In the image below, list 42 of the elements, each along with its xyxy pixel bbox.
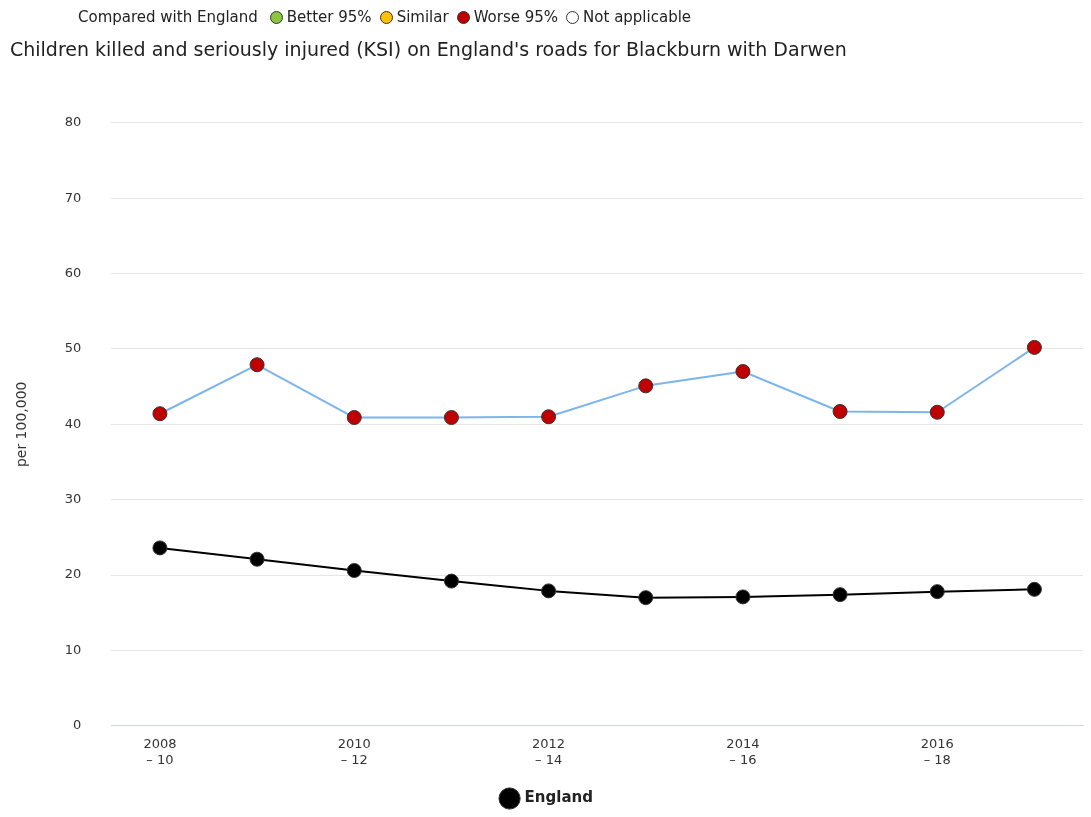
y-tick-label: 50 <box>64 340 82 356</box>
x-tick-label: 2008 – 10 <box>143 735 177 767</box>
point <box>541 409 557 425</box>
point <box>1026 339 1042 355</box>
x-tick-label: 2014 – 16 <box>726 735 760 767</box>
point <box>443 410 459 426</box>
y-tick-label: 20 <box>64 566 82 582</box>
y-tick-label: 0 <box>73 717 82 733</box>
y-tick-label: 30 <box>64 491 82 507</box>
text: Similar <box>396 8 449 26</box>
x-tick-label: 2012 – 14 <box>532 735 566 767</box>
point <box>152 540 168 556</box>
point <box>249 357 265 373</box>
point <box>929 584 945 600</box>
point <box>638 590 654 606</box>
point <box>832 403 848 419</box>
legend-label: England <box>524 788 593 807</box>
y-tick-label: 10 <box>64 641 82 657</box>
y-axis-title: per 100,000 <box>13 381 30 468</box>
point <box>346 410 362 426</box>
legend-title: Compared with England <box>78 8 258 26</box>
text: Not applicable <box>583 8 692 26</box>
y-tick-label: 40 <box>64 415 82 431</box>
y-tick-label: 80 <box>64 114 82 130</box>
point <box>638 378 654 394</box>
point <box>152 406 168 422</box>
point <box>541 583 557 599</box>
x-tick-label: 2016 – 18 <box>920 735 954 767</box>
x-tick-label: 2010 – 12 <box>337 735 371 767</box>
point <box>1026 581 1042 597</box>
point <box>735 589 751 605</box>
text: Better 95% <box>286 8 372 26</box>
chart-title: Children killed and seriously injured (KSI) on England's roads for Blackburn with Darwen <box>10 38 847 61</box>
y-tick-label: 60 <box>64 264 82 280</box>
point <box>832 587 848 603</box>
point <box>929 404 945 420</box>
point <box>735 364 751 380</box>
point <box>443 573 459 589</box>
point <box>346 563 362 579</box>
y-tick-label: 70 <box>64 189 82 205</box>
point <box>249 551 265 567</box>
text: Worse 95% <box>473 8 559 26</box>
